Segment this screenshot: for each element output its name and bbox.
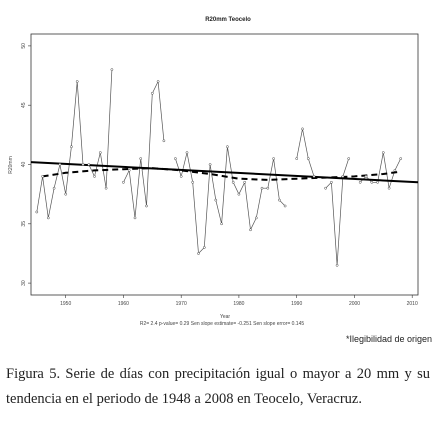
y-tick-label: 35 bbox=[21, 221, 27, 227]
data-point bbox=[185, 151, 189, 154]
data-point bbox=[306, 157, 310, 160]
data-point bbox=[243, 180, 247, 184]
data-point bbox=[75, 80, 79, 83]
data-point bbox=[46, 216, 50, 220]
figure-caption: Figura 5. Serie de días con precipitació… bbox=[6, 366, 430, 407]
data-point bbox=[254, 216, 258, 220]
data-point bbox=[162, 139, 166, 143]
data-point bbox=[41, 175, 44, 178]
x-tick-label: 1980 bbox=[233, 301, 244, 307]
data-point bbox=[202, 246, 206, 249]
data-point bbox=[393, 169, 397, 172]
data-point bbox=[174, 157, 177, 160]
x-tick-label: 1950 bbox=[60, 301, 71, 307]
data-point bbox=[324, 186, 327, 190]
data-point bbox=[381, 151, 385, 154]
data-point bbox=[237, 192, 241, 196]
chart-title: R20mm Teocelo bbox=[205, 17, 251, 23]
x-tick-label: 1990 bbox=[291, 301, 302, 307]
data-point bbox=[122, 180, 125, 184]
x-axis-label: Year bbox=[220, 314, 230, 320]
data-point bbox=[376, 180, 379, 184]
data-point bbox=[347, 157, 351, 160]
data-point bbox=[370, 180, 374, 184]
data-point bbox=[387, 186, 391, 190]
data-point bbox=[35, 210, 39, 214]
data-point bbox=[156, 80, 160, 83]
data-point bbox=[133, 216, 137, 220]
data-point bbox=[104, 186, 108, 190]
data-point bbox=[283, 204, 287, 208]
series-points bbox=[35, 68, 403, 267]
series-line-segment bbox=[36, 69, 113, 218]
data-point bbox=[58, 163, 62, 166]
chart: R20mm Teocelo 1950 1960 1970 1980 1990 2000 20… bbox=[8, 17, 419, 327]
data-point bbox=[145, 204, 148, 208]
series-line-segment bbox=[175, 146, 286, 255]
data-point bbox=[208, 163, 212, 166]
data-point bbox=[110, 68, 114, 71]
y-tick-label: 30 bbox=[21, 280, 27, 286]
series-line-segment bbox=[296, 128, 315, 177]
data-point bbox=[98, 151, 102, 154]
data-point bbox=[150, 91, 154, 95]
data-point bbox=[249, 228, 252, 232]
data-point bbox=[127, 169, 131, 172]
data-point bbox=[312, 175, 316, 178]
lowess-dashed-line bbox=[42, 167, 401, 181]
data-point bbox=[295, 157, 299, 160]
data-point bbox=[93, 175, 96, 178]
data-point bbox=[358, 180, 362, 184]
data-point bbox=[214, 198, 218, 202]
linear-trend-line bbox=[30, 161, 419, 184]
data-point bbox=[301, 127, 304, 131]
axis-ticks: 1950 1960 1970 1980 1990 2000 2010 30 35 40 45 50 bbox=[21, 43, 418, 307]
x-tick-label: 2010 bbox=[407, 301, 418, 307]
y-axis-label: R20mm bbox=[8, 156, 14, 174]
data-point bbox=[231, 180, 235, 184]
data-point bbox=[399, 157, 403, 160]
data-point bbox=[335, 263, 339, 267]
data-point bbox=[220, 222, 223, 226]
x-tick-label: 1970 bbox=[176, 301, 187, 307]
trend-statistics: R2= 2.4 p-value= 0.29 Sen slope estimate… bbox=[140, 321, 304, 327]
data-point bbox=[341, 175, 345, 178]
data-point bbox=[278, 198, 281, 202]
series-lines bbox=[30, 69, 419, 266]
x-tick-label: 2000 bbox=[349, 301, 360, 307]
data-point bbox=[266, 186, 270, 190]
source-legibility-note: *Ilegibilidad de origen bbox=[345, 334, 432, 344]
data-point bbox=[70, 145, 73, 149]
y-tick-label: 45 bbox=[21, 102, 27, 108]
data-point bbox=[260, 186, 264, 190]
y-tick-label: 50 bbox=[21, 43, 27, 49]
data-point bbox=[87, 163, 91, 166]
data-point bbox=[81, 163, 85, 166]
data-point bbox=[364, 175, 368, 178]
data-point bbox=[64, 192, 68, 196]
data-point bbox=[179, 175, 183, 178]
series-line-segment bbox=[325, 158, 350, 266]
series-line-segment bbox=[123, 80, 165, 218]
data-point bbox=[139, 157, 143, 160]
data-point bbox=[197, 252, 200, 255]
data-point bbox=[226, 145, 229, 149]
x-tick-label: 1960 bbox=[118, 301, 129, 307]
data-point bbox=[330, 180, 333, 184]
data-point bbox=[272, 157, 275, 160]
y-tick-label: 40 bbox=[21, 162, 27, 168]
data-point bbox=[191, 180, 195, 184]
data-point bbox=[52, 186, 56, 190]
